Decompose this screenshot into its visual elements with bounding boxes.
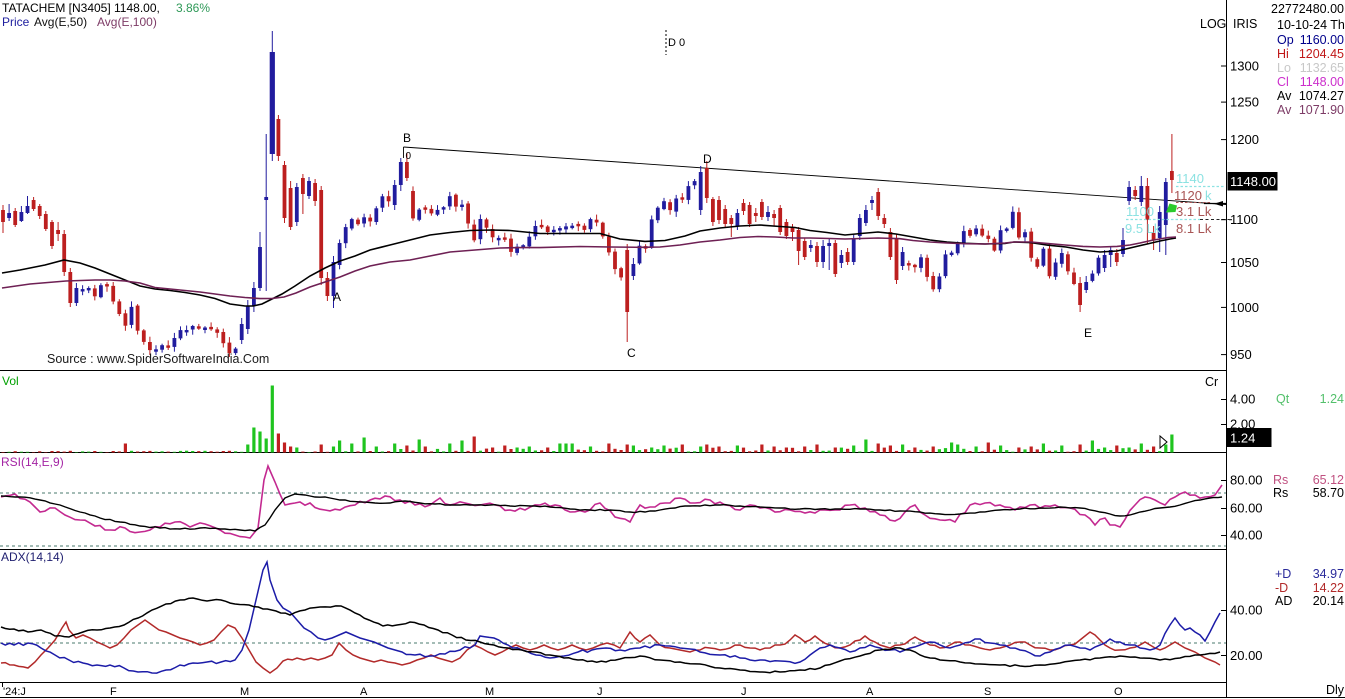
svg-text:IRIS: IRIS <box>1233 17 1257 31</box>
svg-text:RSI(14,E,9): RSI(14,E,9) <box>1 455 64 469</box>
svg-text:14.22: 14.22 <box>1313 581 1344 595</box>
svg-text:1160.00: 1160.00 <box>1300 33 1344 47</box>
svg-text:AD: AD <box>1275 594 1292 608</box>
svg-text:34.97: 34.97 <box>1313 567 1344 581</box>
svg-text:Av: Av <box>1277 103 1292 117</box>
svg-text:60.00: 60.00 <box>1230 501 1263 516</box>
svg-text:Avg(E,100): Avg(E,100) <box>97 15 157 29</box>
svg-text:1.24: 1.24 <box>1320 392 1344 406</box>
svg-text:Av: Av <box>1277 89 1292 103</box>
svg-text:Dly: Dly <box>1326 683 1345 697</box>
svg-text:1100: 1100 <box>1126 204 1154 219</box>
svg-text:Op: Op <box>1277 33 1294 47</box>
svg-text:1100: 1100 <box>1230 212 1258 227</box>
svg-text:B: B <box>403 131 411 145</box>
svg-text:20.00: 20.00 <box>1230 648 1263 663</box>
svg-text:-D: -D <box>1275 581 1288 595</box>
svg-text:Cr: Cr <box>1205 375 1218 389</box>
svg-text:Avg(E,50): Avg(E,50) <box>34 15 87 29</box>
svg-text:9.5 Lk: 9.5 Lk <box>1125 221 1161 236</box>
svg-text:1148.00: 1148.00 <box>1300 75 1344 89</box>
svg-text:O: O <box>1114 686 1123 698</box>
svg-text:Rs: Rs <box>1273 486 1288 500</box>
svg-text:Rs: Rs <box>1273 473 1288 487</box>
svg-text:1071.90: 1071.90 <box>1299 103 1344 117</box>
svg-text:22772480.00: 22772480.00 <box>1271 2 1344 16</box>
svg-text:J: J <box>597 686 603 698</box>
svg-text:C: C <box>627 346 636 360</box>
svg-text:65.12: 65.12 <box>1313 473 1344 487</box>
svg-text:M: M <box>240 686 249 698</box>
svg-text:1148.00: 1148.00 <box>1230 174 1276 189</box>
svg-text:10-10-24 Thu: 10-10-24 Thu <box>1277 18 1345 32</box>
svg-text:A: A <box>333 290 341 304</box>
svg-text:Hi: Hi <box>1277 47 1289 61</box>
svg-text:1050: 1050 <box>1230 255 1259 270</box>
svg-text:2.00: 2.00 <box>1230 417 1255 432</box>
svg-text:1074.27: 1074.27 <box>1299 89 1344 103</box>
svg-text:1000: 1000 <box>1230 300 1259 315</box>
svg-text:'24:J: '24:J <box>3 686 26 698</box>
svg-text:D: D <box>703 152 712 166</box>
svg-text:1.24: 1.24 <box>1230 431 1255 446</box>
svg-text:1132.65: 1132.65 <box>1300 61 1344 75</box>
svg-text:k: k <box>1205 188 1212 203</box>
svg-text:58.70: 58.70 <box>1313 486 1344 500</box>
svg-text:S: S <box>984 686 991 698</box>
svg-text:LOG: LOG <box>1200 17 1226 31</box>
svg-text:F: F <box>110 686 117 698</box>
svg-text:40.00: 40.00 <box>1230 603 1263 618</box>
svg-text:40.00: 40.00 <box>1230 528 1263 543</box>
svg-text:Vol: Vol <box>2 374 19 388</box>
svg-text:1250: 1250 <box>1230 95 1259 110</box>
svg-text:J: J <box>741 686 747 698</box>
svg-text:20.14: 20.14 <box>1313 594 1344 608</box>
svg-text:1120: 1120 <box>1174 188 1202 203</box>
svg-text:950: 950 <box>1230 347 1252 362</box>
svg-text:Lo: Lo <box>1277 61 1291 75</box>
svg-text:A: A <box>360 686 368 698</box>
svg-text:8.1 Lk: 8.1 Lk <box>1176 221 1212 236</box>
svg-text:ADX(14,14): ADX(14,14) <box>1 550 64 564</box>
svg-text:E: E <box>1084 326 1092 340</box>
svg-text:1204.45: 1204.45 <box>1299 47 1344 61</box>
svg-text:3.1 Lk: 3.1 Lk <box>1176 204 1212 219</box>
svg-text:80.00: 80.00 <box>1230 473 1263 488</box>
svg-text:Qt: Qt <box>1276 392 1290 406</box>
svg-text:Source : www.SpiderSoftwareInd: Source : www.SpiderSoftwareIndia.Com <box>47 352 269 366</box>
svg-text:1140: 1140 <box>1176 171 1204 186</box>
svg-text:4.00: 4.00 <box>1230 392 1255 407</box>
svg-text:+D: +D <box>1275 567 1291 581</box>
svg-text:Cl: Cl <box>1277 75 1289 89</box>
svg-text:A: A <box>866 686 874 698</box>
svg-text:Price: Price <box>2 15 30 29</box>
svg-text:1300: 1300 <box>1230 59 1259 74</box>
svg-text:D 0: D 0 <box>668 37 685 49</box>
svg-text:3.86%: 3.86% <box>176 1 210 15</box>
svg-text:M: M <box>485 686 494 698</box>
svg-text:1200: 1200 <box>1230 132 1259 147</box>
svg-text:0: 0 <box>406 151 412 162</box>
svg-text:TATACHEM [N3405] 1148.00,: TATACHEM [N3405] 1148.00, <box>2 1 160 15</box>
